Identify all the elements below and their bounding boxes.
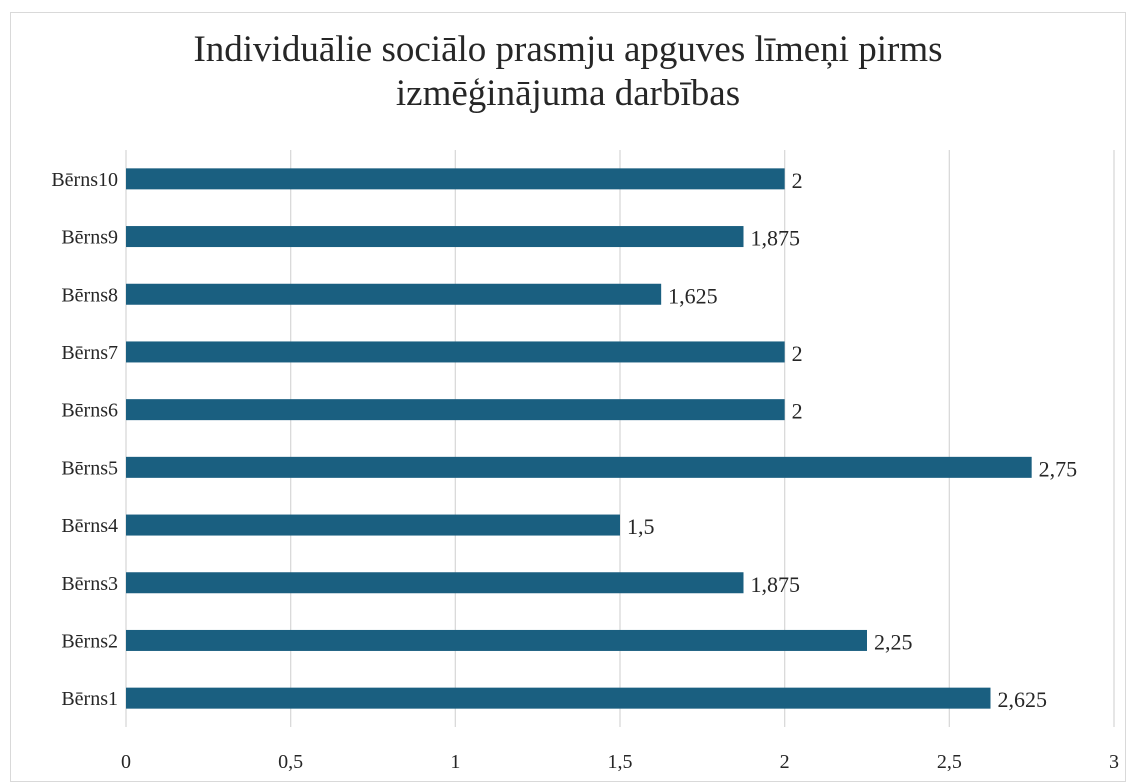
x-tick-label: 1,5 — [608, 751, 633, 773]
bar — [126, 341, 785, 363]
bar — [126, 456, 1032, 478]
labels: 0 0,5 1 1,5 2 2,5 3 Bērns1 2,625 Bērns2 2,25 Bērns3… — [51, 168, 1119, 773]
data-label: 1,875 — [751, 226, 801, 251]
category-label: Bērns2 — [61, 630, 118, 652]
data-label: 2,625 — [998, 687, 1048, 712]
bar — [126, 399, 785, 421]
chart-title-line-2: izmēģinājuma darbības — [395, 73, 741, 114]
data-label: 2 — [792, 341, 803, 366]
chart-title-line-1: Individuālie sociālo prasmju apguves līm… — [193, 29, 943, 70]
data-label: 1,5 — [627, 514, 655, 539]
category-label: Bērns1 — [61, 688, 118, 710]
x-tick-label: 0 — [121, 751, 131, 773]
bar — [126, 629, 867, 651]
x-tick-label: 2 — [780, 751, 790, 773]
bar — [126, 168, 785, 190]
data-label: 2 — [792, 399, 803, 424]
category-label: Bērns9 — [61, 227, 118, 249]
data-label: 2,25 — [874, 629, 913, 654]
data-label: 2,75 — [1039, 456, 1078, 481]
bar — [126, 283, 662, 305]
bar — [126, 687, 991, 709]
bar — [126, 514, 620, 536]
category-label: Bērns10 — [51, 169, 118, 191]
x-tick-label: 3 — [1109, 751, 1119, 773]
category-label: Bērns3 — [61, 573, 118, 595]
data-label: 1,875 — [751, 572, 801, 597]
data-label: 2 — [792, 168, 803, 193]
category-label: Bērns8 — [61, 284, 118, 306]
category-label: Bērns6 — [61, 400, 118, 422]
data-label: 1,625 — [668, 283, 718, 308]
category-label: Bērns7 — [61, 342, 118, 364]
chart-title: Individuālie sociālo prasmju apguves līm… — [0, 28, 1136, 116]
x-tick-label: 2,5 — [937, 751, 962, 773]
chart-frame — [10, 12, 1126, 782]
bars — [126, 168, 1032, 709]
x-tick-label: 1 — [450, 751, 460, 773]
bar — [126, 226, 744, 248]
category-label: Bērns4 — [61, 515, 118, 537]
bar — [126, 572, 744, 594]
category-label: Bērns5 — [61, 457, 118, 479]
x-tick-label: 0,5 — [278, 751, 303, 773]
